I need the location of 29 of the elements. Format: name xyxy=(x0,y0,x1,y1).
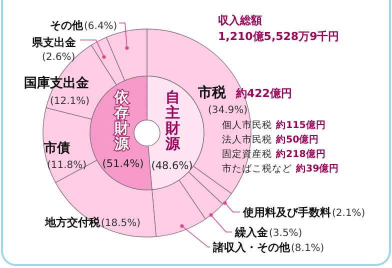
data-label: (6.4%) xyxy=(84,21,118,32)
slice-label: 自主財源 xyxy=(164,89,182,152)
slice-label: 県支出金 xyxy=(31,36,77,49)
data-label: (11.8%) xyxy=(47,160,87,171)
data-label: (2.1%) xyxy=(332,208,366,219)
text: 約422億円 xyxy=(235,87,292,100)
slice-label: 市税 xyxy=(197,84,227,101)
data-label: (2.6%) xyxy=(42,52,76,63)
data-label: (51.4%) xyxy=(102,158,144,170)
slice-label: 国庫支出金 xyxy=(24,75,90,91)
data-label: (3.5%) xyxy=(269,228,302,239)
slice-label: 地方交付税 xyxy=(44,216,101,229)
slice-label: その他 xyxy=(50,19,84,32)
data-label: (12.1%) xyxy=(50,96,90,107)
data-label: (48.6%) xyxy=(151,160,193,172)
chart-title: 収入総額 xyxy=(218,14,262,27)
slice-label: 諸収入・その他 xyxy=(212,241,291,254)
text: 市たばこ税など 約39億円 xyxy=(222,162,340,174)
slice-label: 使用料及び手数料 xyxy=(242,206,331,219)
text: 1,210億5,528万9千円 xyxy=(218,30,340,43)
slice-label: 市債 xyxy=(43,140,70,156)
text: 固定資産税 約218億円 xyxy=(222,148,326,160)
text: 法人市民税 約50億円 xyxy=(222,134,320,146)
text: 個人市民税 約115億円 xyxy=(222,119,326,131)
slice-label: 依存財源 xyxy=(114,89,130,152)
data-label: (8.1%) xyxy=(291,243,324,254)
data-label: (34.9%) xyxy=(208,105,248,116)
slice-label: 繰入金 xyxy=(234,226,269,239)
data-label: (18.5%) xyxy=(101,218,141,229)
